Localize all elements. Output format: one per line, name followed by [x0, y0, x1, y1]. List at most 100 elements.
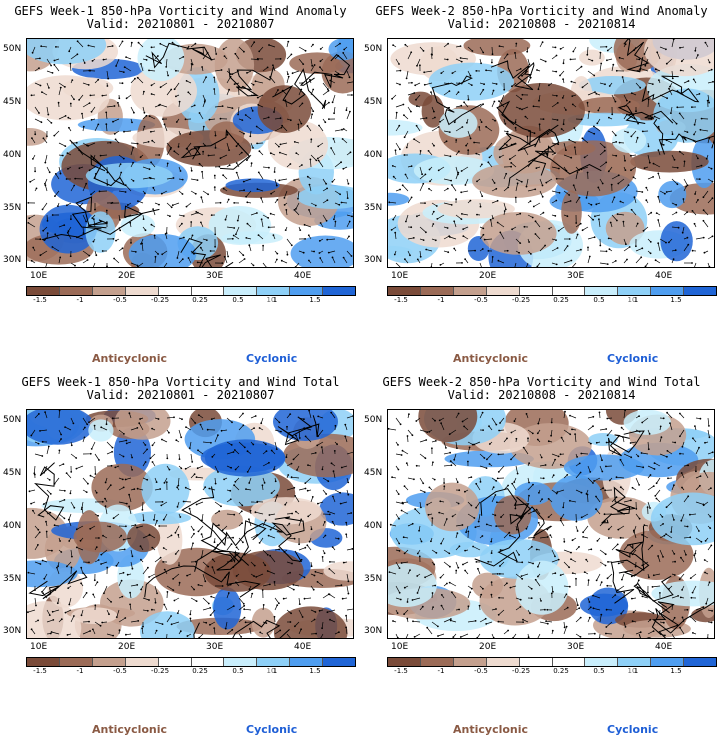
wind-arrow-head — [498, 156, 501, 159]
wind-arrow-head — [412, 620, 414, 623]
wind-arrow — [671, 118, 677, 124]
wind-arrow — [679, 573, 685, 580]
wind-arrow — [268, 535, 276, 539]
wind-arrow-head — [94, 473, 97, 475]
wind-arrow-head — [615, 69, 618, 72]
wind-arrow — [574, 434, 577, 443]
wind-arrow-head — [329, 561, 331, 563]
wind-arrow-head — [182, 56, 185, 58]
wind-arrow — [125, 184, 132, 192]
wind-arrow — [666, 501, 673, 508]
panel-valid-dates: Valid: 20210808 - 20210814 — [447, 388, 636, 402]
wind-arrow-head — [110, 601, 112, 603]
wind-arrow — [671, 166, 678, 169]
wind-arrow-head — [438, 419, 441, 422]
wind-arrow — [213, 77, 216, 84]
wind-arrow-head — [109, 525, 111, 528]
wind-arrow-head — [536, 432, 539, 435]
wind-arrow-head — [303, 597, 306, 600]
wind-arrow — [298, 429, 301, 439]
wind-arrow-head — [162, 118, 164, 120]
wind-arrow-head — [129, 603, 131, 606]
wind-arrow — [94, 621, 101, 627]
wind-arrow-head — [409, 254, 411, 257]
wind-arrow — [82, 259, 88, 264]
wind-arrow-head — [487, 560, 490, 563]
wind-arrow — [226, 106, 233, 109]
wind-arrow-head — [177, 533, 180, 536]
wind-arrow-head — [345, 109, 348, 112]
colorbar-swatch — [158, 287, 192, 295]
longitude-label: 30E — [567, 271, 585, 281]
wind-arrow-head — [416, 552, 419, 555]
wind-arrow-head — [565, 593, 568, 596]
wind-arrow-head — [479, 205, 482, 208]
vorticity-shade — [85, 162, 173, 189]
wind-arrow-head — [708, 425, 710, 427]
wind-arrow-head — [528, 462, 530, 465]
wind-arrow — [515, 513, 522, 519]
wind-arrow — [261, 219, 264, 228]
wind-arrow-head — [283, 204, 286, 206]
wind-arrow-head — [605, 161, 608, 164]
wind-arrow-head — [112, 120, 114, 123]
wind-arrow-head — [558, 167, 560, 170]
wind-arrow-head — [300, 628, 302, 631]
wind-arrow — [333, 471, 336, 479]
wind-arrow-head — [121, 478, 124, 481]
wind-arrow — [262, 214, 269, 219]
wind-arrow-head — [104, 505, 107, 508]
wind-arrow-head — [312, 43, 314, 46]
wind-arrow-head — [612, 63, 615, 66]
wind-arrow-head — [624, 169, 627, 172]
wind-arrow-head — [258, 150, 261, 153]
wind-arrow-head — [201, 519, 203, 522]
wind-arrow-head — [511, 482, 514, 485]
wind-arrow-head — [125, 525, 127, 528]
wind-arrow-head — [626, 99, 628, 102]
wind-arrow-head — [497, 613, 500, 616]
wind-arrow-head — [206, 51, 209, 54]
wind-arrow — [250, 534, 258, 539]
wind-arrow-head — [631, 486, 634, 489]
wind-arrow-head — [398, 63, 400, 65]
wind-arrow-head — [513, 420, 516, 423]
wind-arrow-head — [163, 482, 166, 484]
wind-arrow — [467, 592, 471, 599]
wind-arrow-head — [482, 429, 484, 431]
wind-arrow-head — [392, 44, 394, 46]
wind-arrow-head — [467, 460, 469, 463]
wind-arrow-head — [151, 139, 154, 142]
wind-arrow-head — [38, 531, 41, 534]
wind-arrow-head — [710, 621, 713, 624]
wind-arrow — [479, 46, 484, 53]
wind-arrow — [274, 127, 282, 132]
wind-arrow-head — [534, 220, 537, 223]
wind-arrow-head — [658, 79, 660, 82]
wind-arrow-head — [590, 442, 592, 445]
wind-arrow — [58, 257, 61, 264]
wind-arrow — [76, 547, 84, 551]
wind-arrow — [486, 453, 493, 460]
wind-arrow-head — [314, 611, 317, 613]
wind-arrow — [582, 138, 589, 144]
colorbar-swatch — [191, 658, 225, 666]
wind-arrow-head — [397, 444, 399, 446]
wind-arrow-head — [248, 482, 251, 484]
wind-arrow-head — [50, 631, 53, 633]
wind-arrow-head — [313, 64, 316, 66]
wind-arrow — [346, 585, 349, 594]
wind-arrow — [298, 597, 301, 605]
wind-arrow-head — [176, 486, 179, 489]
colorbar-swatch — [125, 658, 159, 666]
wind-arrow-head — [92, 157, 95, 160]
wind-arrow — [488, 162, 493, 168]
wind-arrow — [611, 174, 619, 180]
wind-arrow — [226, 417, 233, 423]
wind-arrow-head — [319, 257, 322, 259]
wind-arrow-head — [140, 558, 142, 561]
wind-arrow-head — [631, 553, 634, 556]
wind-arrow-head — [38, 67, 40, 69]
wind-arrow — [533, 202, 541, 207]
colorbar-tick-label: 1 — [633, 667, 639, 675]
